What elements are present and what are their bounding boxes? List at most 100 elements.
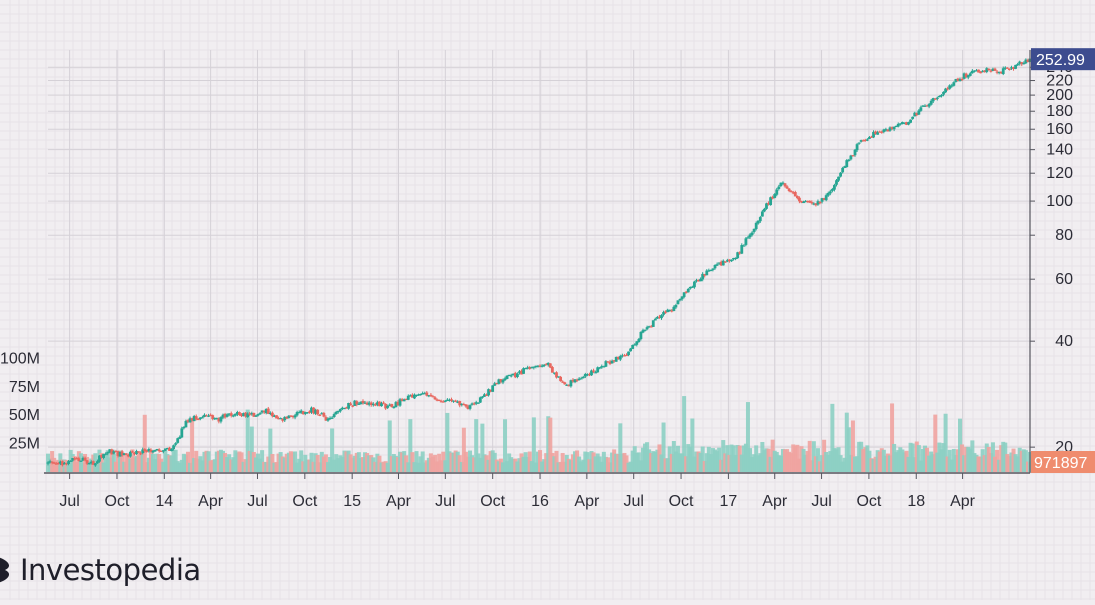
volume-bar [470, 455, 475, 472]
candle-body [56, 462, 60, 465]
volume-bar [898, 447, 903, 472]
candle-body [555, 372, 558, 378]
volume-bar [863, 447, 868, 472]
candle-body [256, 414, 260, 416]
candle-body [614, 356, 618, 362]
volume-bar [535, 451, 540, 472]
candle-body [110, 449, 114, 455]
volume-bar [204, 450, 209, 472]
volume-bar [655, 449, 660, 472]
volume-bar [356, 452, 361, 472]
volume-bar [478, 457, 483, 472]
candle-body [915, 113, 919, 116]
candle-body [1008, 68, 1011, 71]
volume-bar [488, 451, 493, 472]
volume-bar [881, 449, 886, 472]
candle-body [174, 443, 178, 445]
volume-bar [673, 451, 678, 472]
volume-bar [511, 459, 516, 472]
candle-body [826, 192, 830, 196]
volume-bar [408, 419, 413, 472]
volume-bar [1017, 447, 1022, 472]
candle-body [116, 451, 120, 456]
volume-bar [937, 442, 942, 472]
volume-bar [126, 454, 131, 472]
candle-body [997, 71, 1001, 74]
candle-body [1020, 62, 1024, 65]
volume-bar [381, 461, 386, 472]
candle-body [423, 393, 427, 395]
volume-bar [760, 441, 765, 472]
volume-bar [688, 446, 693, 472]
volume-tick-label: 75M [9, 379, 40, 396]
volume-bar [418, 456, 423, 472]
volume-bar [694, 451, 699, 472]
volume-bar [645, 442, 650, 472]
candle-body [448, 399, 451, 401]
candle-body [91, 461, 95, 465]
volume-bar [809, 460, 814, 472]
volume-bar [951, 448, 956, 472]
last-volume-label: 971897 [1034, 455, 1087, 472]
volume-bar [365, 453, 370, 472]
volume-bar [925, 447, 930, 472]
volume-bar [999, 445, 1004, 472]
candle-body [93, 463, 97, 466]
candle-body [695, 280, 698, 282]
candle-body [857, 142, 861, 144]
candle-body [518, 371, 521, 373]
x-tick-label: 15 [343, 493, 361, 510]
candle-body [454, 400, 458, 402]
candle-body [161, 450, 165, 452]
candle-body [524, 368, 528, 370]
candle-body [168, 447, 171, 451]
candle-body [227, 413, 231, 415]
candle-body [295, 412, 299, 416]
candle-body [921, 105, 925, 107]
candle-body [384, 403, 388, 409]
volume-bar [857, 441, 862, 472]
volume-bar [546, 416, 551, 472]
candle-body [839, 172, 842, 177]
volume-bar [426, 457, 431, 472]
x-tick-label: Apr [198, 493, 224, 510]
volume-bar [165, 454, 170, 472]
candle-body [717, 262, 721, 264]
volume-bar [507, 453, 512, 472]
candle-body [345, 407, 348, 409]
y-axis: 20406080100120140160180200220240 [1029, 50, 1073, 473]
candle-body [540, 365, 544, 367]
volume-bar [824, 451, 829, 472]
candle-body [50, 461, 54, 463]
volume-bar [328, 456, 333, 472]
volume-bar [120, 453, 125, 472]
candle-body [849, 155, 853, 160]
candle-body [958, 79, 962, 82]
volume-bar [848, 454, 853, 472]
candle-body [645, 327, 649, 330]
candle-body [196, 418, 200, 421]
volume-bar [198, 456, 203, 472]
volume-bar [87, 461, 92, 472]
candle-body [361, 400, 365, 404]
candle-body [707, 270, 711, 272]
volume-bar [741, 445, 746, 472]
volume-bar [124, 454, 129, 472]
volume-bar [807, 440, 812, 472]
volume-bar [935, 452, 940, 472]
candle-body [58, 461, 62, 464]
y-tick-label: 80 [1055, 227, 1073, 244]
candle-body [435, 399, 439, 401]
volume-bar [387, 420, 392, 472]
candle-body [128, 451, 132, 457]
candle-body [880, 131, 884, 133]
candle-body [324, 417, 328, 421]
candle-body [347, 402, 350, 409]
candle-body [1003, 67, 1007, 69]
candle-body [738, 252, 742, 254]
candle-body [658, 316, 661, 318]
volume-bar [892, 443, 897, 472]
investopedia-logo: Investopedia [0, 550, 201, 590]
candle-body [369, 402, 373, 406]
candle-body [748, 234, 752, 238]
